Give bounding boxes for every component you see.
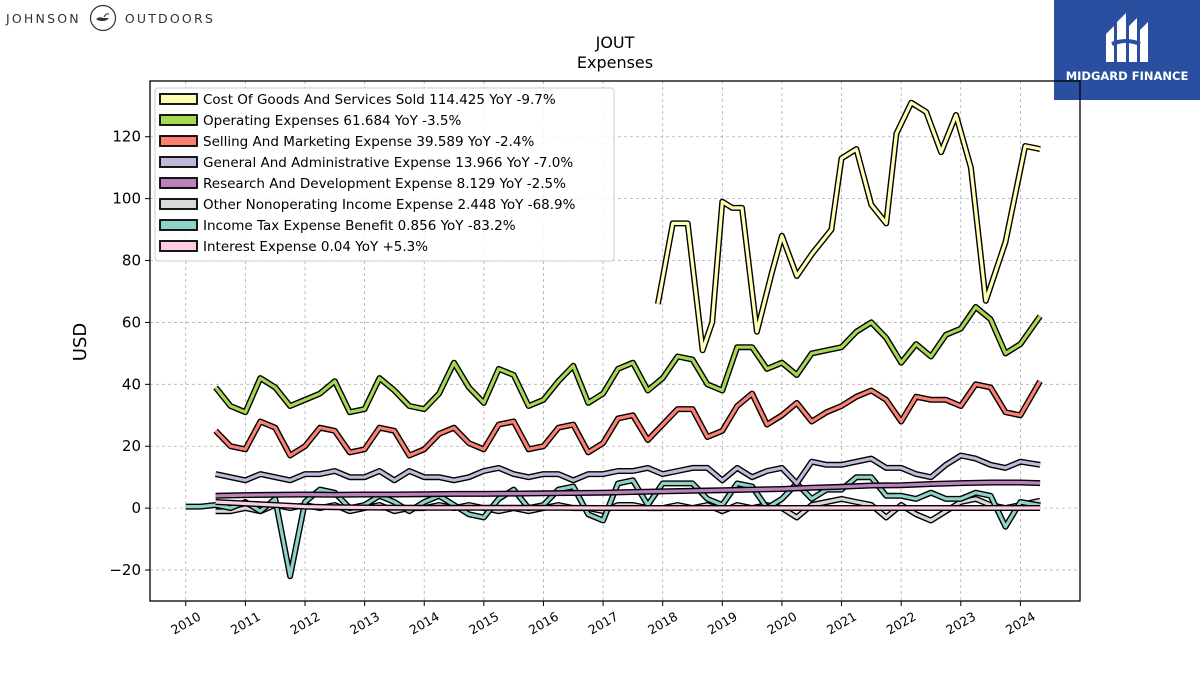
series-income-tax-expense-benefit (185, 474, 1041, 580)
legend-swatch (159, 114, 198, 126)
series-line (215, 500, 1041, 510)
midgard-finance-badge: MIDGARD FINANCE (1054, 0, 1200, 100)
y-tick-label: 40 (122, 375, 141, 393)
legend-label: Operating Expenses 61.684 YoY -3.5% (203, 113, 462, 129)
midgard-emblem-icon (1106, 13, 1148, 62)
x-tick-label: 2016 (526, 609, 561, 638)
legend-box (154, 87, 615, 262)
legend-label: Cost Of Goods And Services Sold 114.425 … (203, 92, 556, 108)
legend-label: Interest Expense 0.04 YoY +5.3% (203, 239, 428, 255)
x-tick-label: 2013 (347, 609, 382, 638)
logo-word-outdoors: OUTDOORS (124, 10, 215, 26)
series-line (214, 305, 1042, 414)
series-line (215, 453, 1041, 485)
legend-label: Selling And Marketing Expense 39.589 YoY… (203, 134, 534, 150)
plot-frame (149, 80, 1081, 602)
midgard-finance-label: MIDGARD FINANCE (1065, 69, 1189, 83)
y-tick-label: 20 (122, 437, 141, 455)
legend-label: Other Nonoperating Income Expense 2.448 … (203, 197, 576, 213)
legend-swatch (159, 198, 198, 210)
x-tick-label: 2010 (168, 609, 203, 638)
chart-title: JOUT (595, 33, 635, 52)
y-axis-label: USD (70, 323, 91, 361)
chart-subtitle: Expenses (577, 53, 653, 72)
x-tick-label: 2021 (824, 609, 859, 638)
series-research-and-development-expense (215, 479, 1041, 499)
legend-swatch (159, 156, 198, 168)
legend-swatch (159, 135, 198, 147)
y-tick-label: 80 (122, 252, 141, 270)
y-tick-label: 60 (122, 313, 141, 331)
y-tick-label: 120 (112, 128, 141, 146)
legend-label: General And Administrative Expense 13.96… (203, 155, 573, 171)
series-operating-expenses (213, 304, 1043, 416)
series-line (214, 380, 1042, 458)
x-tick-label: 2024 (1003, 609, 1038, 638)
loon-emblem-icon (89, 4, 116, 32)
y-tick-label: −20 (109, 561, 141, 579)
x-tick-label: 2019 (705, 609, 740, 638)
x-tick-label: 2011 (228, 609, 263, 638)
legend-swatch (159, 93, 198, 105)
y-tick-label: 0 (131, 499, 141, 517)
x-tick-label: 2017 (586, 609, 621, 638)
legend: Cost Of Goods And Services Sold 114.425 … (154, 87, 615, 262)
x-tick-label: 2014 (407, 609, 442, 638)
y-axis-ticks: −20 0 20 40 60 80 100 120 (109, 128, 150, 579)
x-tick-label: 2018 (645, 609, 680, 638)
series-line (656, 101, 1041, 352)
x-tick-label: 2015 (466, 609, 501, 638)
x-tick-label: 2020 (764, 609, 799, 638)
series-cost-of-goods-and-services-sold (654, 99, 1041, 354)
x-tick-label: 2012 (287, 609, 322, 638)
series-line (185, 475, 1041, 578)
series-lines (185, 99, 1043, 580)
legend-label: Research And Development Expense 8.129 Y… (203, 176, 566, 192)
legend-swatch (159, 240, 198, 252)
series-selling-and-marketing-expense (213, 379, 1043, 459)
series-line (215, 480, 1041, 498)
series-interest-expense (215, 499, 1041, 511)
x-tick-label: 2023 (943, 609, 978, 638)
x-tick-label: 2022 (884, 609, 919, 638)
johnson-outdoors-logo: JOHNSON OUTDOORS (6, 4, 215, 32)
legend-swatch (159, 177, 198, 189)
legend-label: Income Tax Expense Benefit 0.856 YoY -83… (203, 218, 516, 234)
series-general-and-administrative-expense (214, 452, 1041, 487)
legend-swatch (159, 219, 198, 231)
x-axis-ticks: 2010 2011 2012 2013 2014 2015 2016 2017 2018 2019… (168, 601, 1038, 638)
logo-word-johnson: JOHNSON (6, 10, 81, 26)
y-tick-label: 100 (112, 190, 141, 208)
